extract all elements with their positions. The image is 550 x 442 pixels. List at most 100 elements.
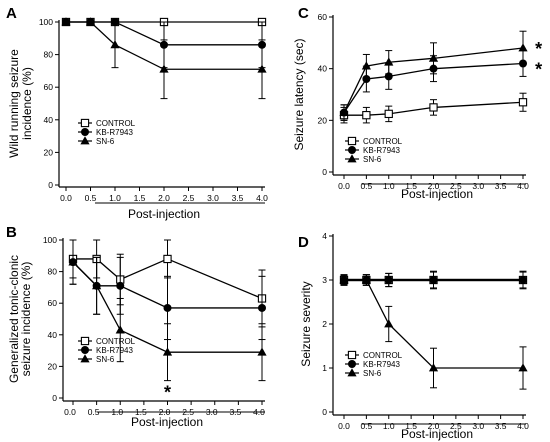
data-point [361,61,371,70]
y-tick-label: 40 [44,115,54,125]
y-tick-label: 0 [322,167,327,177]
data-point [162,347,173,356]
x-axis-title: Post-injection [401,427,473,441]
series-sn-6 [61,17,267,100]
data-point [85,17,96,26]
y-tick-label: 20 [44,147,54,157]
data-point [115,325,125,334]
y-axis-title: Seizure latency (sec) [292,38,306,150]
data-point [362,111,371,120]
y-tick-label: 20 [48,361,58,371]
significance-star: * [164,383,171,403]
y-axis-title: Generalized tonic-clonic [7,255,21,383]
data-point [257,64,267,73]
data-point [384,72,393,81]
data-point [384,319,394,328]
y-tick-label: 3 [322,275,327,285]
y-axis-title: seizure incidence (%) [19,262,33,377]
data-point [339,107,349,116]
legend-label: KB-R7943 [363,360,400,369]
data-point [68,257,78,266]
y-tick-label: 100 [43,235,57,245]
x-tick-label: 3.5 [232,193,244,203]
x-tick-label: 0.5 [360,181,372,191]
x-tick-label: 3.5 [495,421,507,431]
x-tick-label: 0.0 [338,421,350,431]
legend-marker [80,354,90,363]
y-axis-title: Wild running seizure [7,49,21,158]
y-tick-label: 80 [48,267,58,277]
data-point [92,281,102,290]
y-tick-label: 20 [318,115,328,125]
x-tick-label: 2.5 [450,421,462,431]
panel-a: A 0 20 40 60 80 100 0.0 0.5 1.0 1.5 2.0 2.5 3.0 3.5 4.0… [6,5,268,221]
data-point [384,276,393,284]
x-tick-label: 3.5 [495,181,507,191]
data-point [362,75,371,83]
data-point [258,303,266,312]
x-tick-label: 3.0 [472,421,484,431]
x-tick-label: 4.0 [517,421,529,431]
data-point [163,254,172,264]
x-tick-label: 0.0 [64,407,76,417]
data-point [339,275,349,284]
y-tick-label: 40 [48,330,58,340]
legend-marker [347,368,357,377]
y-tick-label: 100 [39,17,53,27]
y-tick-label: 60 [48,298,58,308]
data-point [61,17,71,26]
y-tick-label: 40 [318,64,328,74]
y-tick-label: 60 [44,82,54,92]
x-tick-label: 0.5 [360,421,372,431]
legend-label: KB-R7943 [96,128,133,137]
x-tick-label: 2.0 [428,181,440,191]
data-point [116,281,125,290]
x-axis-title: Post-injection [128,207,200,221]
data-point [518,363,528,372]
data-point [159,64,169,73]
x-tick-label: 0.5 [85,193,97,203]
legend-label: SN-6 [96,137,115,146]
legend-marker [81,346,89,354]
y-tick-label: 4 [322,231,327,241]
panel-letter: C [298,5,309,22]
x-tick-label: 0.0 [338,181,350,191]
data-point [429,103,438,112]
data-point [428,53,439,62]
data-point [384,57,394,66]
significance-star: * [535,60,542,80]
series-sn-6 [339,30,528,121]
x-tick-label: 3.0 [472,181,484,191]
legend-marker [80,118,90,128]
x-tick-label: 1.5 [405,181,417,191]
x-axis-title: Post-injection [131,415,203,429]
legend-marker [80,336,90,346]
legend-label: SN-6 [96,355,115,364]
x-tick-label: 2.5 [183,193,195,203]
x-tick-label: 3.0 [207,193,219,203]
x-tick-label: 4.0 [517,181,529,191]
x-tick-label: 2.0 [158,193,170,203]
data-point [518,98,528,107]
x-tick-label: 1.0 [109,193,121,203]
y-tick-label: 1 [322,363,327,373]
panel-c: C 0 20 40 60 0.0 0.5 1.0 1.5 2.0 2.5 3.0 3.5 4.0 Post-… [292,5,542,201]
x-tick-label: 1.0 [383,181,395,191]
legend-label: KB-R7943 [363,146,400,155]
y-tick-label: 0 [322,407,327,417]
y-tick-label: 80 [44,50,54,60]
x-tick-label: 4.0 [256,193,268,203]
x-tick-label: 2.5 [450,181,462,191]
data-point [519,276,527,284]
x-axis-title: Post-injection [401,187,473,201]
y-axis-title: incidence (%) [20,67,34,140]
legend-label: SN-6 [363,155,382,164]
legend-label: CONTROL [363,137,403,146]
data-point [361,275,371,284]
